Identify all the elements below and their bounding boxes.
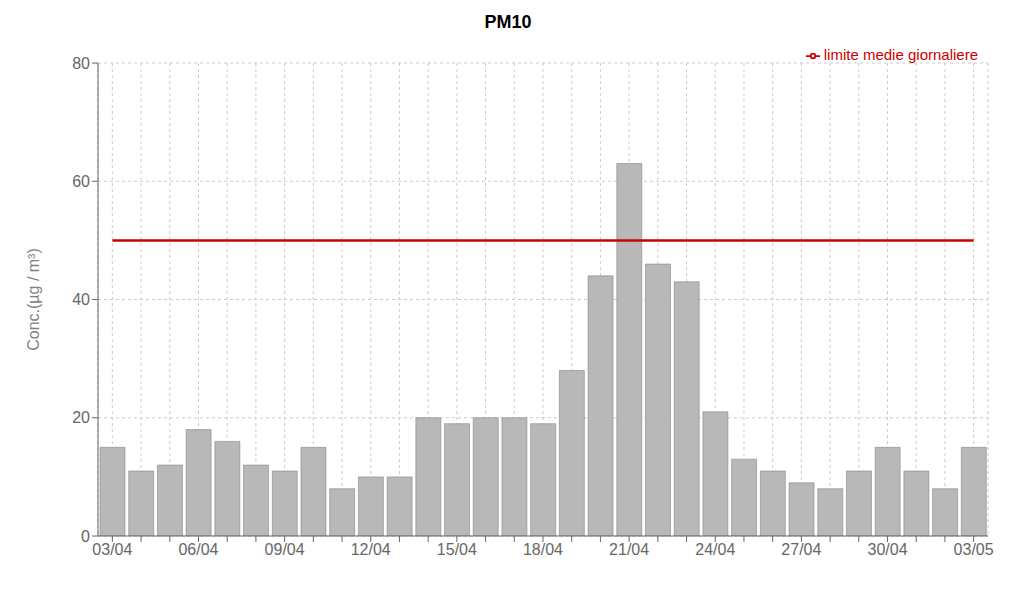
svg-text:24/04: 24/04 xyxy=(695,541,735,558)
svg-text:60: 60 xyxy=(72,173,90,190)
svg-text:20: 20 xyxy=(72,409,90,426)
html-text:limite medie giornaliere: limite medie giornaliere xyxy=(823,46,978,63)
svg-text:21/04: 21/04 xyxy=(609,541,649,558)
svg-text:30/04: 30/04 xyxy=(867,541,907,558)
svg-text:80: 80 xyxy=(72,55,90,72)
svg-text:03/05: 03/05 xyxy=(954,541,994,558)
svg-text:06/04: 06/04 xyxy=(178,541,218,558)
svg-text:40: 40 xyxy=(72,291,90,308)
svg-text:03/04: 03/04 xyxy=(92,541,132,558)
svg-text:18/04: 18/04 xyxy=(523,541,563,558)
html-text:PM10: PM10 xyxy=(484,12,532,32)
svg-text:27/04: 27/04 xyxy=(781,541,821,558)
svg-text:15/04: 15/04 xyxy=(437,541,477,558)
svg-text:09/04: 09/04 xyxy=(265,541,305,558)
svg-text:12/04: 12/04 xyxy=(351,541,391,558)
svg-text:0: 0 xyxy=(81,528,90,545)
svg-text:Conc.(µg / m³): Conc.(µg / m³) xyxy=(25,248,42,351)
